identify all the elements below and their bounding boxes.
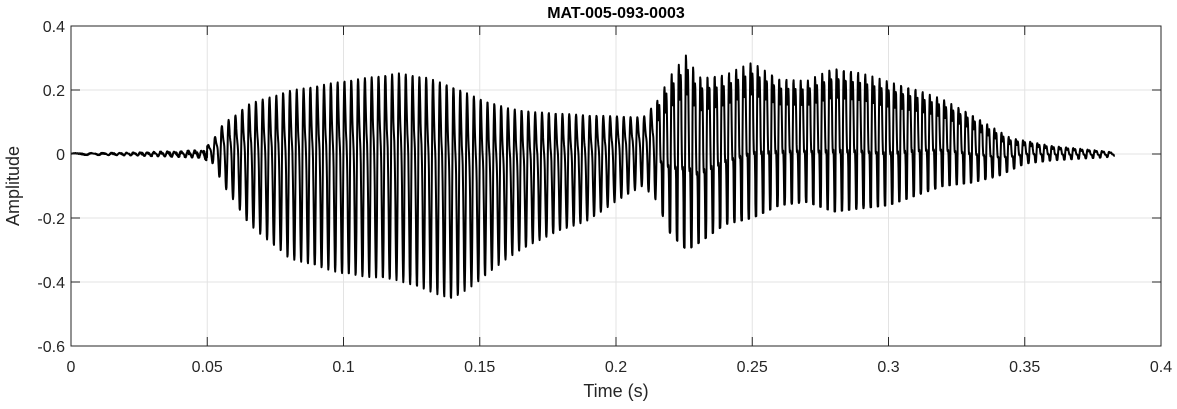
x-tick-label: 0.25 <box>737 359 768 376</box>
x-tick-labels: 0 0.05 0.1 0.15 0.2 0.25 0.3 0.35 0.4 <box>67 359 1173 376</box>
x-tick-label: 0.15 <box>464 359 495 376</box>
x-tick-label: 0.35 <box>1009 359 1040 376</box>
x-tick-label: 0.4 <box>1150 359 1172 376</box>
x-tick-label: 0.05 <box>192 359 223 376</box>
y-tick-label: -0.4 <box>37 275 65 292</box>
x-tick-label: 0.3 <box>877 359 899 376</box>
y-tick-label: -0.6 <box>37 339 65 356</box>
y-tick-label: 0.4 <box>43 19 65 36</box>
y-tick-labels: -0.6 -0.4 -0.2 0 0.2 0.4 <box>37 19 65 356</box>
y-tick-label: -0.2 <box>37 211 65 228</box>
chart-title: MAT-005-093-0003 <box>547 5 685 22</box>
x-tick-label: 0 <box>67 359 76 376</box>
y-tick-label: 0 <box>56 147 65 164</box>
y-tick-label: 0.2 <box>43 83 65 100</box>
x-axis-label: Time (s) <box>583 381 648 401</box>
x-tick-label: 0.1 <box>332 359 354 376</box>
y-axis-label: Amplitude <box>3 146 23 226</box>
waveform-line <box>70 54 1116 299</box>
ticks <box>70 25 1162 347</box>
x-tick-label: 0.2 <box>605 359 627 376</box>
